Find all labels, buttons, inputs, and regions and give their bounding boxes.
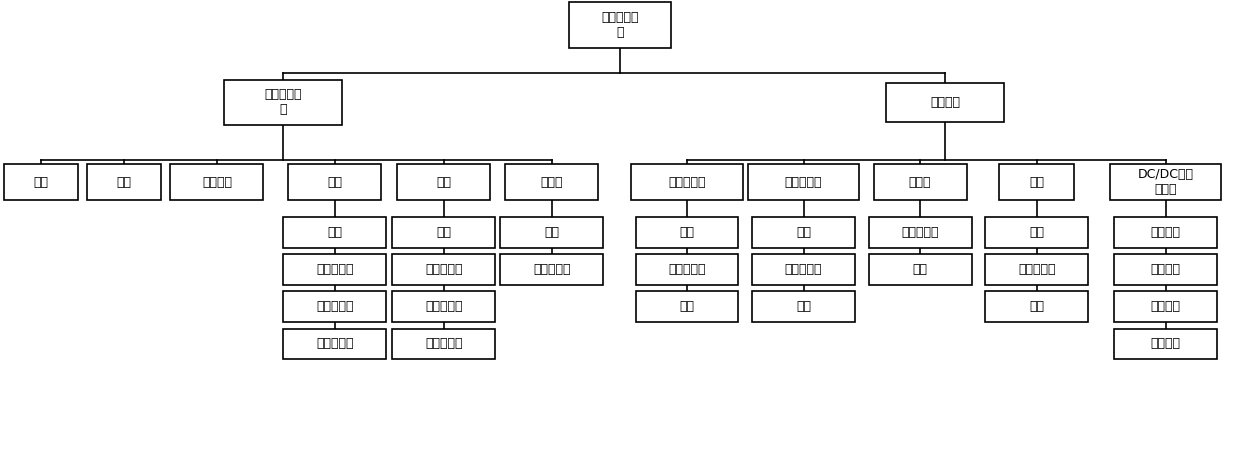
Text: 进出口压力: 进出口压力	[1018, 263, 1055, 276]
Text: 电流: 电流	[33, 176, 48, 188]
FancyBboxPatch shape	[284, 291, 387, 322]
Text: 单片电压: 单片电压	[202, 176, 232, 188]
Text: 阴极: 阴极	[436, 176, 451, 188]
FancyBboxPatch shape	[392, 254, 496, 285]
Text: 流量: 流量	[327, 226, 342, 238]
Text: 输入功率: 输入功率	[1151, 300, 1180, 313]
FancyBboxPatch shape	[985, 291, 1089, 322]
FancyBboxPatch shape	[751, 291, 856, 322]
FancyBboxPatch shape	[1114, 217, 1216, 248]
Text: 流量: 流量	[544, 226, 559, 238]
FancyBboxPatch shape	[868, 217, 972, 248]
FancyBboxPatch shape	[985, 254, 1089, 285]
FancyBboxPatch shape	[1114, 254, 1216, 285]
Text: 输出功率: 输出功率	[1151, 338, 1180, 350]
FancyBboxPatch shape	[170, 164, 263, 200]
Text: 燃料电池电
堆: 燃料电池电 堆	[264, 88, 301, 116]
FancyBboxPatch shape	[636, 217, 739, 248]
Text: 转速: 转速	[680, 226, 694, 238]
Text: 流量: 流量	[436, 226, 451, 238]
Text: 进出口温度: 进出口温度	[533, 263, 570, 276]
FancyBboxPatch shape	[1114, 329, 1216, 359]
Text: 进出口温度: 进出口温度	[316, 263, 353, 276]
Text: 冷却水: 冷却水	[541, 176, 563, 188]
FancyBboxPatch shape	[501, 254, 604, 285]
FancyBboxPatch shape	[501, 217, 604, 248]
FancyBboxPatch shape	[751, 254, 856, 285]
FancyBboxPatch shape	[885, 83, 1004, 121]
FancyBboxPatch shape	[87, 164, 161, 200]
FancyBboxPatch shape	[1110, 164, 1221, 200]
FancyBboxPatch shape	[397, 164, 491, 200]
Text: 流量: 流量	[680, 300, 694, 313]
FancyBboxPatch shape	[288, 164, 382, 200]
Text: 进出口压力: 进出口压力	[785, 263, 822, 276]
FancyBboxPatch shape	[284, 329, 387, 359]
Text: 进出口湿度: 进出口湿度	[425, 338, 463, 350]
FancyBboxPatch shape	[1114, 291, 1216, 322]
Text: 进出口压力: 进出口压力	[425, 300, 463, 313]
Text: 燃料电池系
统: 燃料电池系 统	[601, 11, 639, 39]
FancyBboxPatch shape	[751, 217, 856, 248]
FancyBboxPatch shape	[569, 2, 671, 48]
FancyBboxPatch shape	[506, 164, 599, 200]
Text: 流量: 流量	[796, 300, 811, 313]
Text: 阳极: 阳极	[327, 176, 342, 188]
Text: 输入电压: 输入电压	[1151, 226, 1180, 238]
FancyBboxPatch shape	[4, 164, 78, 200]
FancyBboxPatch shape	[748, 164, 859, 200]
FancyBboxPatch shape	[284, 254, 387, 285]
FancyBboxPatch shape	[392, 291, 496, 322]
FancyBboxPatch shape	[636, 291, 739, 322]
Text: 进出口温度: 进出口温度	[425, 263, 463, 276]
Text: 进出口压力: 进出口压力	[316, 300, 353, 313]
FancyBboxPatch shape	[873, 164, 967, 200]
FancyBboxPatch shape	[631, 164, 743, 200]
Text: 换热器: 换热器	[909, 176, 931, 188]
FancyBboxPatch shape	[985, 217, 1089, 248]
Text: 水泵: 水泵	[1029, 176, 1044, 188]
Text: 流量: 流量	[1029, 300, 1044, 313]
Text: 进出口压力: 进出口压力	[668, 263, 706, 276]
Text: 进出口湿度: 进出口湿度	[316, 338, 353, 350]
Text: 转速: 转速	[1029, 226, 1044, 238]
FancyBboxPatch shape	[392, 217, 496, 248]
FancyBboxPatch shape	[392, 329, 496, 359]
Text: DC/DC升压
转换器: DC/DC升压 转换器	[1137, 168, 1194, 196]
FancyBboxPatch shape	[636, 254, 739, 285]
Text: 氢气循环泵: 氢气循环泵	[668, 176, 706, 188]
FancyBboxPatch shape	[223, 80, 341, 125]
Text: 空气压缩机: 空气压缩机	[785, 176, 822, 188]
Text: 转速: 转速	[796, 226, 811, 238]
FancyBboxPatch shape	[284, 217, 387, 248]
FancyBboxPatch shape	[999, 164, 1074, 200]
Text: 进出口温度: 进出口温度	[901, 226, 939, 238]
Text: 电压: 电压	[117, 176, 131, 188]
Text: 输出电压: 输出电压	[1151, 263, 1180, 276]
FancyBboxPatch shape	[868, 254, 972, 285]
Text: 流量: 流量	[913, 263, 928, 276]
Text: 辅助部件: 辅助部件	[930, 96, 960, 109]
